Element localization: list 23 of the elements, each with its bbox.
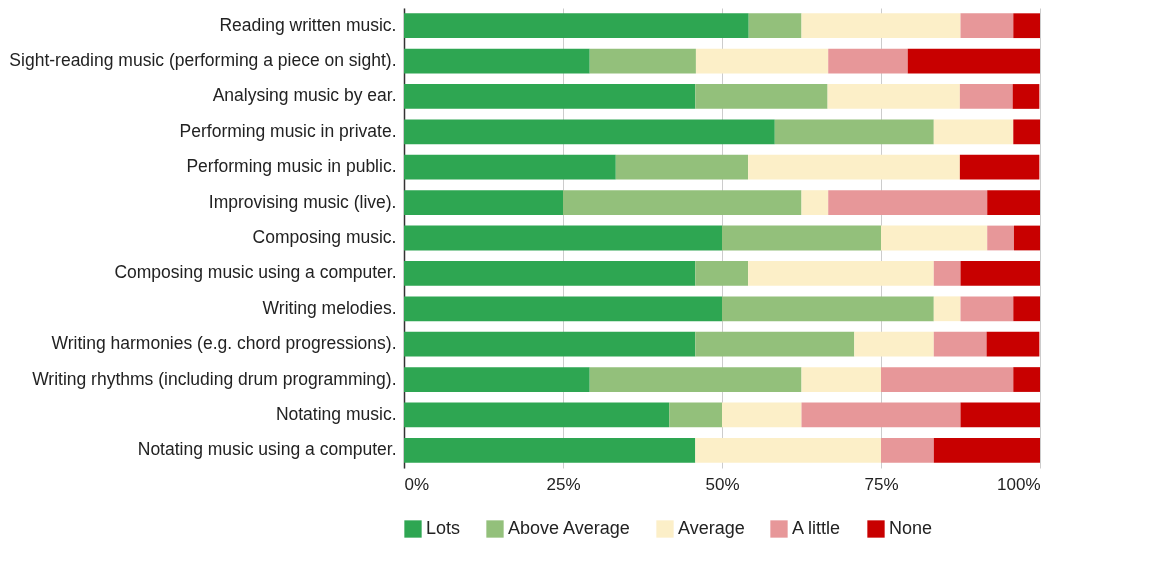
x-tick-label: 75% xyxy=(864,474,899,494)
y-tick-label: Writing rhythms (including drum programming). xyxy=(32,368,397,389)
legend-label: Above Average xyxy=(508,518,630,538)
y-tick-label: Analysing music by ear. xyxy=(212,85,397,106)
y-tick-label: Composing music. xyxy=(252,227,397,247)
legend-label: Average xyxy=(678,518,745,538)
y-tick-label: Sight-reading music (performing a piece on sight). xyxy=(9,50,397,71)
y-tick-label: Composing music using a computer. xyxy=(114,262,397,283)
x-tick-label: 100% xyxy=(997,474,1041,494)
y-tick-label: Notating music. xyxy=(275,403,397,424)
x-tick-label: 50% xyxy=(705,474,740,494)
y-tick-label: Performing music in public. xyxy=(186,156,397,177)
legend-label: Lots xyxy=(426,518,461,538)
y-tick-label: Performing music in private. xyxy=(179,120,397,141)
y-tick-label: Notating music using a computer. xyxy=(137,439,397,460)
legend-label: None xyxy=(889,518,933,538)
y-tick-label: Improvising music (live). xyxy=(208,191,397,212)
legend-label: A little xyxy=(792,518,841,538)
y-tick-label: Reading written music. xyxy=(219,14,397,35)
x-tick-label: 25% xyxy=(546,474,581,494)
y-tick-label: Writing harmonies (e.g. chord progressions). xyxy=(51,333,397,354)
x-tick-label: 0% xyxy=(404,474,430,494)
y-tick-label: Writing melodies. xyxy=(262,297,397,318)
